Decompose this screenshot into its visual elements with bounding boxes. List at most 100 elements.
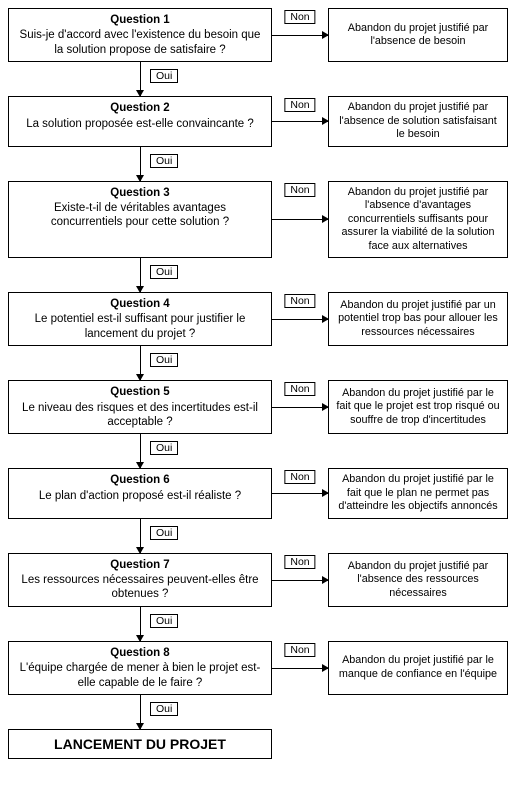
arrow-right-icon: [322, 31, 329, 39]
arrow-down-icon: [136, 90, 144, 97]
step-4: Question 4 Le potentiel est-il suffisant …: [8, 292, 510, 380]
non-connector: Non: [272, 181, 328, 258]
non-label: Non: [284, 183, 315, 197]
oui-label: Oui: [150, 702, 178, 716]
arrow-right-icon: [322, 215, 329, 223]
non-connector: Non: [272, 292, 328, 346]
step-row: Question 7 Les ressources nécessaires peu…: [8, 553, 510, 607]
oui-label: Oui: [150, 265, 178, 279]
non-label: Non: [284, 294, 315, 308]
question-text: L'équipe chargée de mener à bien le proj…: [20, 662, 261, 688]
non-connector: Non: [272, 380, 328, 434]
arrow-right-icon: [322, 315, 329, 323]
question-box: Question 2La solution proposée est-elle …: [8, 96, 272, 146]
question-title: Question 5: [17, 385, 263, 399]
arrow-right-icon: [322, 664, 329, 672]
non-line: [272, 580, 328, 581]
non-line: [272, 407, 328, 408]
arrow-down-icon: [136, 286, 144, 293]
oui-label: Oui: [150, 69, 178, 83]
decision-flowchart: Question 1 Suis-je d'accord avec l'existe…: [8, 8, 510, 759]
oui-connector: Oui: [8, 607, 272, 641]
final-box: LANCEMENT DU PROJET: [8, 729, 272, 759]
step-5: Question 5 Le niveau des risques et des i…: [8, 380, 510, 468]
question-text: Suis-je d'accord avec l'existence du bes…: [20, 29, 261, 55]
question-title: Question 7: [17, 558, 263, 572]
outcome-text: Abandon du projet justifié par l'absence…: [335, 101, 501, 141]
oui-label: Oui: [150, 441, 178, 455]
arrow-down-icon: [136, 635, 144, 642]
oui-connector: Oui: [8, 434, 272, 468]
arrow-down-icon: [136, 175, 144, 182]
question-box: Question 8 L'équipe chargée de mener à bi…: [8, 641, 272, 695]
arrow-right-icon: [322, 576, 329, 584]
oui-connector: Oui: [8, 147, 272, 181]
non-label: Non: [284, 98, 315, 112]
outcome-text: Abandon du projet justifié par l'absence…: [335, 186, 501, 253]
arrow-right-icon: [322, 489, 329, 497]
step-row: Question 2La solution proposée est-elle …: [8, 96, 510, 146]
arrow-down-icon: [136, 374, 144, 381]
outcome-text: Abandon du projet justifié par l'absence…: [335, 560, 501, 600]
question-text: Le plan d'action proposé est-il réaliste…: [39, 490, 241, 502]
oui-connector: Oui: [8, 62, 272, 96]
question-box: Question 5 Le niveau des risques et des i…: [8, 380, 272, 434]
outcome-box: Abandon du projet justifié par l'absence…: [328, 181, 508, 258]
non-label: Non: [284, 643, 315, 657]
oui-connector: Oui: [8, 258, 272, 292]
question-box: Question 3 Existe-t-il de véritables avan…: [8, 181, 272, 258]
question-box: Question 4 Le potentiel est-il suffisant …: [8, 292, 272, 346]
question-box: Question 6 Le plan d'action proposé est-i…: [8, 468, 272, 518]
question-title: Question 1: [17, 13, 263, 27]
question-title: Question 8: [17, 646, 263, 660]
question-title: Question 6: [17, 473, 263, 487]
question-title: Question 2: [17, 101, 263, 115]
step-8: Question 8 L'équipe chargée de mener à bi…: [8, 641, 510, 729]
arrow-down-icon: [136, 723, 144, 730]
arrow-right-icon: [322, 117, 329, 125]
arrow-right-icon: [322, 403, 329, 411]
question-title: Question 4: [17, 297, 263, 311]
non-line: [272, 35, 328, 36]
outcome-text: Abandon du projet justifié par le manque…: [335, 654, 501, 681]
oui-label: Oui: [150, 154, 178, 168]
question-title: Question 3: [17, 186, 263, 200]
outcome-box: Abandon du projet justifié par l'absence…: [328, 553, 508, 607]
step-3: Question 3 Existe-t-il de véritables avan…: [8, 181, 510, 292]
non-connector: Non: [272, 641, 328, 695]
oui-label: Oui: [150, 353, 178, 367]
outcome-box: Abandon du projet justifié par le manque…: [328, 641, 508, 695]
outcome-text: Abandon du projet justifié par un potent…: [335, 299, 501, 339]
oui-connector: Oui: [8, 695, 272, 729]
non-label: Non: [284, 10, 315, 24]
step-6: Question 6 Le plan d'action proposé est-i…: [8, 468, 510, 552]
step-row: Question 4 Le potentiel est-il suffisant …: [8, 292, 510, 346]
step-1: Question 1 Suis-je d'accord avec l'existe…: [8, 8, 510, 96]
non-connector: Non: [272, 553, 328, 607]
outcome-text: Abandon du projet justifié par le fait q…: [335, 473, 501, 513]
outcome-text: Abandon du projet justifié par le fait q…: [335, 387, 501, 427]
question-box: Question 7 Les ressources nécessaires peu…: [8, 553, 272, 607]
arrow-down-icon: [136, 547, 144, 554]
non-label: Non: [284, 555, 315, 569]
question-text: Existe-t-il de véritables avantages conc…: [51, 202, 229, 228]
oui-label: Oui: [150, 526, 178, 540]
question-text: Le niveau des risques et des incertitude…: [22, 402, 258, 428]
question-text: Le potentiel est-il suffisant pour justi…: [35, 313, 246, 339]
non-label: Non: [284, 470, 315, 484]
oui-label: Oui: [150, 614, 178, 628]
non-line: [272, 121, 328, 122]
question-text: Les ressources nécessaires peuvent-elles…: [21, 574, 258, 600]
non-line: [272, 493, 328, 494]
outcome-box: Abandon du projet justifié par le fait q…: [328, 468, 508, 518]
non-connector: Non: [272, 468, 328, 518]
non-line: [272, 668, 328, 669]
non-line: [272, 319, 328, 320]
question-box: Question 1 Suis-je d'accord avec l'existe…: [8, 8, 272, 62]
step-row: Question 5 Le niveau des risques et des i…: [8, 380, 510, 434]
oui-connector: Oui: [8, 519, 272, 553]
step-row: Question 1 Suis-je d'accord avec l'existe…: [8, 8, 510, 62]
non-line: [272, 219, 328, 220]
step-7: Question 7 Les ressources nécessaires peu…: [8, 553, 510, 641]
non-connector: Non: [272, 96, 328, 146]
